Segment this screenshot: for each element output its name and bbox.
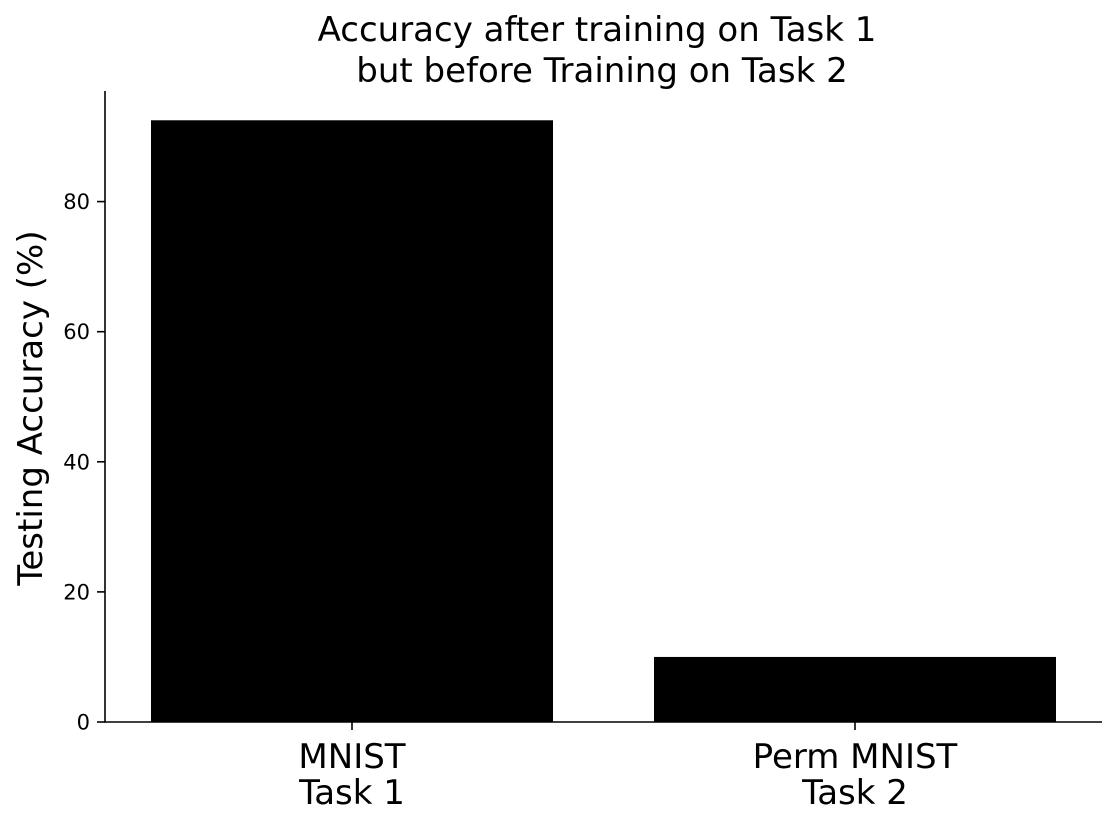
x-tick-label-2: Perm MNIST Task 2 xyxy=(753,737,958,813)
x-axis-ticks: MNIST Task 1 Perm MNIST Task 2 xyxy=(298,722,958,813)
x-tick-label-1: MNIST Task 1 xyxy=(298,737,406,813)
x-tick-label-2-line-1: Perm MNIST xyxy=(753,737,958,777)
x-tick-label-2-line-2: Task 2 xyxy=(801,773,908,813)
x-tick-label-1-line-1: MNIST xyxy=(298,737,405,777)
y-axis-label: Testing Accuracy (%) xyxy=(11,230,51,586)
bar-2 xyxy=(654,656,1056,722)
bars-group xyxy=(151,120,1056,722)
chart-title-line-1: Accuracy after training on Task 1 xyxy=(318,10,877,50)
y-tick-label-20: 20 xyxy=(63,580,90,604)
y-tick-label-80: 80 xyxy=(63,190,90,214)
y-tick-label-60: 60 xyxy=(63,320,90,344)
x-tick-label-1-line-2: Task 1 xyxy=(298,773,405,813)
chart-title-line-2: but before Training on Task 2 xyxy=(356,51,847,91)
y-axis-ticks: 0 20 40 60 80 xyxy=(63,190,105,735)
chart-title: Accuracy after training on Task 1 but be… xyxy=(318,10,877,91)
y-tick-label-0: 0 xyxy=(77,711,90,735)
y-tick-label-40: 40 xyxy=(63,450,90,474)
bar-1 xyxy=(151,120,553,722)
